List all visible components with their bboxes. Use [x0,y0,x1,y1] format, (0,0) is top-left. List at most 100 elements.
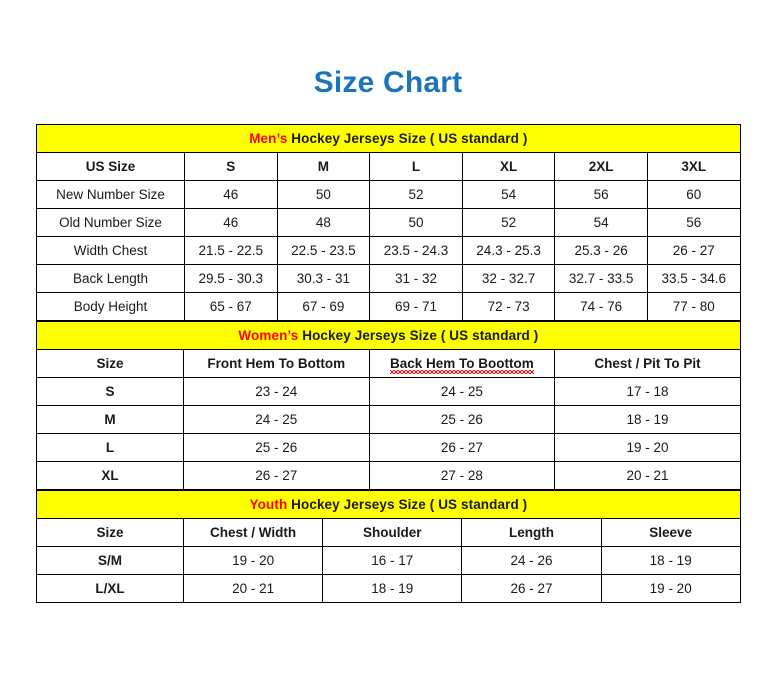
mens-cell: 69 - 71 [369,292,463,321]
mens-cell: 31 - 32 [369,264,463,293]
mens-column-header: M [276,152,371,181]
womens-cell: 20 - 21 [554,461,741,490]
table-row: Width Chest 21.5 - 22.5 22.5 - 23.5 23.5… [36,236,741,265]
table-row: S/M 19 - 20 16 - 17 24 - 26 18 - 19 [36,546,741,575]
mens-cell: 22.5 - 23.5 [276,236,371,265]
mens-banner-row: Men’s Hockey Jerseys Size ( US standard … [36,124,741,153]
womens-column-header-misspelled: Back Hem To Boottom [368,349,556,378]
mens-column-header: S [184,152,278,181]
womens-cell: 24 - 25 [183,405,370,434]
mens-banner-accent: Men’s [249,131,288,146]
womens-banner-rest: Hockey Jerseys Size ( US standard ) [298,328,539,343]
mens-cell: 26 - 27 [646,236,741,265]
mens-cell: 56 [646,208,741,237]
youth-section-banner: Youth Hockey Jerseys Size ( US standard … [36,490,741,519]
mens-cell: 29.5 - 30.3 [184,264,278,293]
mens-cell: 54 [461,180,556,209]
mens-row-label: Back Length [36,264,185,293]
youth-column-header: Sleeve [600,518,741,547]
mens-cell: 32.7 - 33.5 [554,264,648,293]
mens-cell: 32 - 32.7 [461,264,556,293]
table-row: New Number Size 46 50 52 54 56 60 [36,180,741,209]
mens-row-label: Body Height [36,292,185,321]
mens-cell: 30.3 - 31 [276,264,371,293]
table-row: Body Height 65 - 67 67 - 69 69 - 71 72 -… [36,292,741,321]
youth-cell: 20 - 21 [182,574,324,603]
youth-column-header: Chest / Width [182,518,324,547]
youth-banner-accent: Youth [249,497,288,512]
womens-banner-accent: Women’s [238,328,299,343]
womens-cell: 18 - 19 [554,405,741,434]
youth-column-header: Size [36,518,184,547]
womens-cell: 23 - 24 [183,377,370,406]
mens-cell: 54 [554,208,648,237]
youth-size-table: Youth Hockey Jerseys Size ( US standard … [36,490,741,603]
youth-cell: 18 - 19 [322,574,463,603]
youth-cell: 19 - 20 [600,574,741,603]
mens-column-header: XL [461,152,556,181]
mens-cell: 52 [369,180,463,209]
womens-column-header: Front Hem To Bottom [183,349,370,378]
mens-cell: 46 [184,208,278,237]
womens-column-header: Size [36,349,184,378]
page-title: Size Chart [313,66,463,99]
mens-cell: 65 - 67 [184,292,278,321]
size-tables-container: Men’s Hockey Jerseys Size ( US standard … [36,124,741,603]
mens-cell: 46 [184,180,278,209]
mens-cell: 72 - 73 [461,292,556,321]
spellcheck-underline: Back Hem To Boottom [390,355,534,374]
table-row: XL 26 - 27 27 - 28 20 - 21 [36,461,741,490]
womens-cell: 19 - 20 [554,433,741,462]
mens-column-header: L [369,152,463,181]
youth-column-header: Shoulder [322,518,463,547]
mens-cell: 52 [461,208,556,237]
mens-section-banner: Men’s Hockey Jerseys Size ( US standard … [36,124,741,153]
womens-cell: 26 - 27 [368,433,556,462]
womens-column-header: Chest / Pit To Pit [554,349,741,378]
womens-banner-row: Women’s Hockey Jerseys Size ( US standar… [36,321,741,350]
table-row: Back Length 29.5 - 30.3 30.3 - 31 31 - 3… [36,264,741,293]
mens-row-label: New Number Size [36,180,185,209]
mens-cell: 50 [369,208,463,237]
youth-cell: 24 - 26 [461,546,602,575]
womens-cell: 25 - 26 [183,433,370,462]
mens-column-header: 3XL [646,152,741,181]
womens-section-banner: Women’s Hockey Jerseys Size ( US standar… [36,321,741,350]
mens-row-label: Width Chest [36,236,185,265]
youth-banner-rest: Hockey Jerseys Size ( US standard ) [287,497,528,512]
womens-row-label: L [36,433,184,462]
mens-cell: 67 - 69 [276,292,371,321]
womens-cell: 17 - 18 [554,377,741,406]
mens-size-table: Men’s Hockey Jerseys Size ( US standard … [36,124,741,321]
mens-cell: 50 [276,180,371,209]
youth-cell: 18 - 19 [600,546,741,575]
womens-row-label: M [36,405,184,434]
mens-cell: 24.3 - 25.3 [461,236,556,265]
mens-cell: 33.5 - 34.6 [646,264,741,293]
womens-cell: 27 - 28 [368,461,556,490]
mens-cell: 23.5 - 24.3 [369,236,463,265]
womens-cell: 24 - 25 [368,377,556,406]
mens-cell: 48 [276,208,371,237]
youth-row-label: L/XL [36,574,184,603]
youth-column-header: Length [461,518,602,547]
mens-cell: 77 - 80 [646,292,741,321]
mens-header-row: US Size S M L XL 2XL 3XL [36,152,741,181]
mens-cell: 74 - 76 [554,292,648,321]
mens-banner-rest: Hockey Jerseys Size ( US standard ) [287,131,528,146]
mens-column-header: 2XL [554,152,648,181]
youth-cell: 16 - 17 [322,546,463,575]
mens-row-label: Old Number Size [36,208,185,237]
womens-cell: 26 - 27 [183,461,370,490]
youth-cell: 26 - 27 [461,574,602,603]
youth-header-row: Size Chest / Width Shoulder Length Sleev… [36,518,741,547]
youth-cell: 19 - 20 [182,546,324,575]
table-row: S 23 - 24 24 - 25 17 - 18 [36,377,741,406]
womens-row-label: XL [36,461,184,490]
table-row: L/XL 20 - 21 18 - 19 26 - 27 19 - 20 [36,574,741,603]
womens-size-table: Women’s Hockey Jerseys Size ( US standar… [36,321,741,490]
youth-banner-row: Youth Hockey Jerseys Size ( US standard … [36,490,741,519]
mens-cell: 25.3 - 26 [554,236,648,265]
mens-column-header: US Size [36,152,185,181]
